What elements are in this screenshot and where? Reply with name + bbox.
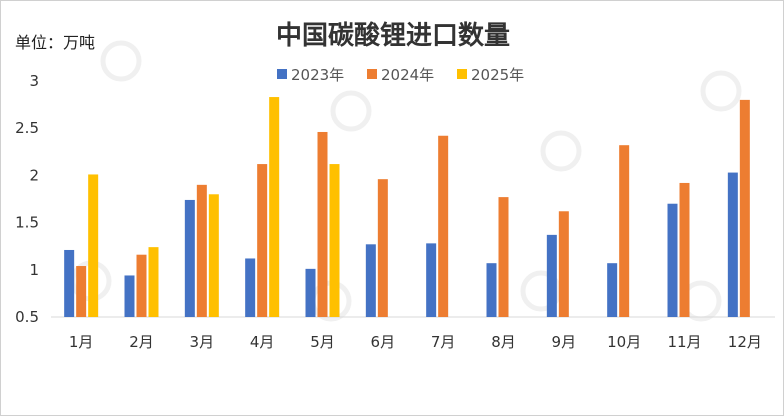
legend-swatch [277, 69, 287, 79]
bar [619, 145, 630, 317]
legend-label: 2025年 [471, 66, 524, 84]
x-tick-label: 4月 [250, 333, 275, 351]
y-tick-label: 1 [29, 261, 39, 279]
bar [739, 99, 750, 317]
bars [64, 97, 750, 317]
x-tick-label: 7月 [431, 333, 456, 351]
bar [64, 249, 75, 317]
legend-label: 2024年 [381, 66, 434, 84]
x-tick-label: 1月 [69, 333, 94, 351]
bar [438, 135, 449, 317]
bar [498, 197, 509, 317]
bar [558, 211, 569, 317]
bar [88, 174, 99, 317]
bar [667, 203, 678, 317]
bar [184, 199, 195, 317]
bar [208, 194, 219, 317]
y-tick-label: 1.5 [15, 214, 39, 232]
bar [426, 243, 437, 317]
x-tick-label: 5月 [310, 333, 335, 351]
bar [329, 164, 340, 317]
x-tick-label: 12月 [728, 333, 762, 351]
bar [136, 254, 147, 317]
x-tick-label: 9月 [552, 333, 577, 351]
x-tick-label: 11月 [667, 333, 701, 351]
y-tick-label: 2.5 [15, 119, 39, 137]
x-tick-label: 3月 [190, 333, 215, 351]
legend-label: 2023年 [291, 66, 344, 84]
bar [76, 266, 87, 317]
bar [607, 263, 618, 317]
bar [546, 234, 557, 317]
watermark-layer [70, 40, 742, 322]
bar [257, 164, 268, 317]
unit-label: 单位：万吨 [15, 33, 95, 52]
x-tick-label: 6月 [371, 333, 396, 351]
bar [148, 247, 159, 317]
bar [486, 263, 497, 317]
bar [305, 268, 316, 317]
watermark-mark [540, 130, 582, 172]
legend: 2023年 2024年 2025年 [277, 66, 524, 84]
legend-swatch [367, 69, 377, 79]
watermark-mark [330, 90, 372, 132]
bar [245, 258, 256, 317]
bar [196, 184, 207, 317]
bar [269, 97, 280, 317]
y-tick-label: 0.5 [15, 308, 39, 326]
y-tick-label: 3 [29, 72, 39, 90]
x-tick-label: 10月 [607, 333, 641, 351]
bar [317, 131, 328, 317]
y-axis: 0.5 1 1.5 2 2.5 3 [15, 72, 39, 326]
bar [124, 275, 135, 317]
y-tick-label: 2 [29, 166, 39, 184]
legend-swatch [457, 69, 467, 79]
bar [377, 179, 388, 317]
bar [365, 244, 376, 317]
x-axis-labels: 1月 2月 3月 4月 5月 6月 7月 8月 9月 10月 11月 12月 [69, 333, 762, 351]
chart-title: 中国碳酸锂进口数量 [276, 21, 510, 51]
watermark-mark [100, 40, 142, 82]
bar [679, 182, 690, 317]
bar [727, 172, 738, 317]
x-tick-label: 2月 [129, 333, 154, 351]
watermark-mark [700, 70, 742, 112]
x-tick-label: 8月 [491, 333, 516, 351]
